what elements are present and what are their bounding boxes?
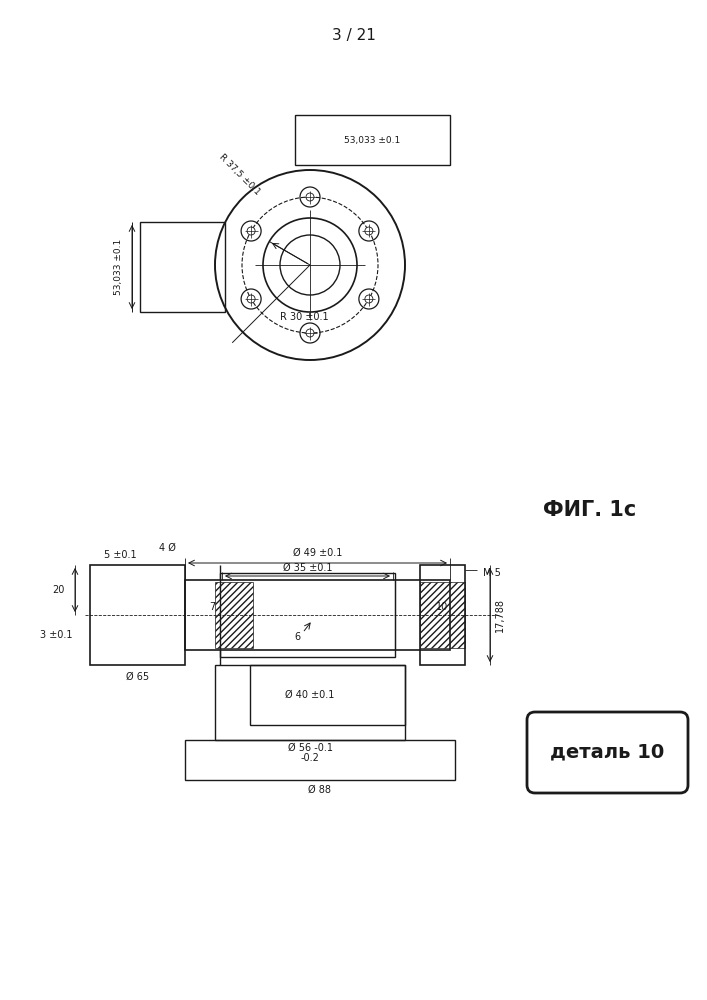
Bar (295, 115, 450, 165)
Text: R 30 ±0.1: R 30 ±0.1 (280, 312, 329, 322)
Circle shape (247, 227, 255, 235)
Bar (250, 665, 405, 725)
Text: Ø 40 ±0.1: Ø 40 ±0.1 (286, 690, 334, 700)
Circle shape (306, 329, 314, 337)
Bar (215, 582, 253, 648)
Text: Ø 49 ±0.1: Ø 49 ±0.1 (293, 548, 342, 558)
Text: деталь 10: деталь 10 (550, 742, 664, 762)
Text: 20: 20 (52, 585, 65, 595)
Circle shape (247, 295, 255, 303)
Text: 53,033 ±0.1: 53,033 ±0.1 (114, 239, 122, 295)
Text: 10: 10 (436, 602, 449, 612)
Bar (185, 740, 455, 780)
Text: 6: 6 (294, 632, 300, 642)
Text: Ø 35 ±0.1: Ø 35 ±0.1 (283, 563, 332, 573)
Circle shape (306, 193, 314, 201)
Text: M 5: M 5 (483, 568, 501, 578)
FancyBboxPatch shape (527, 712, 688, 793)
Bar (185, 580, 450, 650)
Text: ФИГ. 1с: ФИГ. 1с (544, 500, 636, 520)
Bar (420, 565, 465, 665)
Text: 7: 7 (209, 602, 215, 612)
Bar (215, 665, 405, 740)
Text: 4 Ø: 4 Ø (158, 543, 175, 553)
Text: 53,033 ±0.1: 53,033 ±0.1 (344, 135, 401, 144)
Bar (420, 582, 465, 648)
Circle shape (365, 295, 373, 303)
Bar (140, 222, 225, 312)
Text: Ø 56 -0.1: Ø 56 -0.1 (288, 743, 332, 753)
Bar (220, 573, 395, 657)
Circle shape (365, 227, 373, 235)
Text: 3 / 21: 3 / 21 (332, 28, 375, 43)
Text: Ø 88: Ø 88 (308, 785, 332, 795)
Text: 17,788: 17,788 (495, 598, 505, 632)
Text: R 37,5 ±0.1: R 37,5 ±0.1 (218, 153, 262, 197)
Text: -0.2: -0.2 (300, 753, 320, 763)
Bar (90, 565, 185, 665)
Text: 3 ±0.1: 3 ±0.1 (40, 630, 72, 640)
Text: Ø 65: Ø 65 (126, 672, 149, 682)
Text: 5 ±0.1: 5 ±0.1 (104, 550, 136, 560)
